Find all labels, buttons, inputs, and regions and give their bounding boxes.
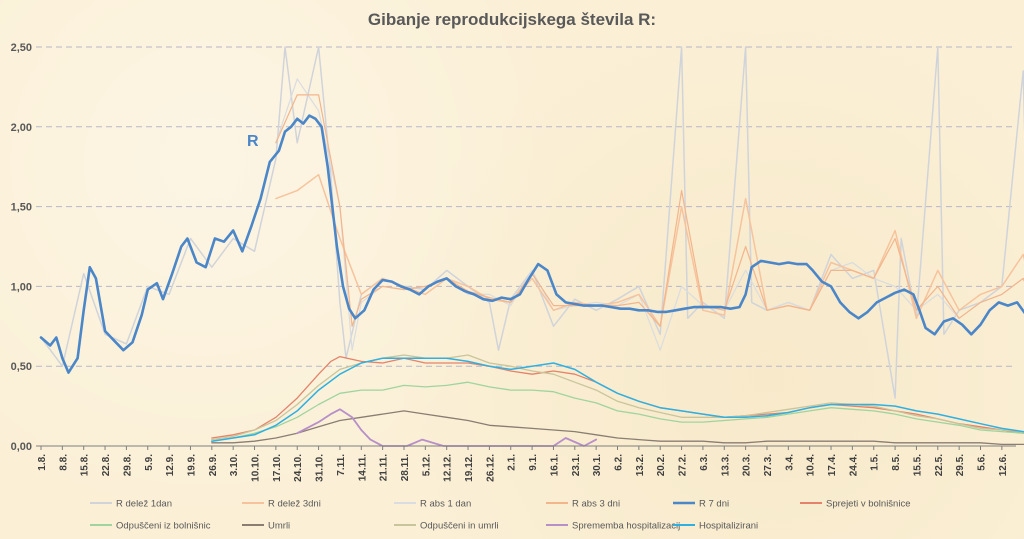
x-tick-label: 5.6. [976,454,987,471]
legend-entry: Odpuščeni in umrli [420,521,499,532]
y-tick-label: 2,50 [11,42,32,54]
legend-entry: R delež 1dan [116,499,172,510]
x-tick-label: 12.12. [443,454,454,482]
x-tick-label: 10.10. [251,454,262,482]
x-tick-label: 23.1. [571,454,582,476]
x-tick-label: 5.12. [421,454,432,476]
x-tick-label: 31.10. [315,454,326,482]
series-line-r-abs-3-dni [275,94,1024,327]
x-tick-label: 27.3. [763,454,774,476]
x-tick-label: 3.4. [784,454,795,471]
y-tick-label: 1,00 [11,281,32,293]
x-tick-label: 30.1. [592,454,603,476]
x-tick-label: 17.10. [272,454,283,482]
x-tick-label: 13.2. [635,454,646,476]
y-tick-label: 2,00 [11,122,32,134]
gridlines [36,46,1016,447]
series-line-r-dele-1dan [40,46,1024,399]
x-tick-label: 1.5. [870,454,881,471]
x-tick-label: 12.6. [998,454,1009,476]
x-tick-label: 10.4. [806,454,817,476]
x-tick-label: 28.11. [400,454,411,481]
series-line-sprememba-hospitalizacij [296,408,598,447]
legend-entry: Sprememba hospitalizacij [572,521,680,532]
r-annotation: R [247,133,259,150]
x-tick-label: 3.10. [229,454,240,476]
x-tick-label: 6.2. [614,454,625,471]
x-tick-label: 26.9. [208,454,219,476]
x-tick-label: 8.5. [891,454,902,471]
legend-entry: R abs 1 dan [420,499,471,510]
x-tick-label: 6.3. [699,454,710,471]
series-line-umrli [211,410,1024,446]
legend-entry: R delež 3dni [268,499,321,510]
x-tick-label: 24.10. [293,454,304,482]
x-tick-label: 9.1. [528,454,539,471]
legend-entry: Sprejeti v bolnišnice [826,499,911,510]
x-tick-label: 14.11. [357,454,368,481]
y-tick-label: 0,00 [11,441,32,453]
x-tick-label: 20.2. [656,454,667,476]
x-tick-label: 19.9. [186,454,197,476]
x-tick-label: 15.5. [912,454,923,476]
x-tick-label: 8.8. [58,454,69,471]
x-tick-label: 7.11. [336,454,347,476]
x-tick-label: 15.8. [80,454,91,476]
y-tick-label: 0,50 [11,361,32,373]
series-line-odpu-eni-in-umrli [211,354,1024,441]
x-tick-label: 29.8. [122,454,133,476]
x-tick-label: 20.3. [742,454,753,476]
x-tick-label: 12.9. [165,454,176,476]
legend-entry: Umrli [268,521,290,532]
legend-entry: Odpuščeni iz bolnišnic [116,521,211,532]
x-tick-label: 21.11. [379,454,390,481]
x-tick-label: 2.1. [507,454,518,471]
series-lines [39,46,1024,447]
series-line-r-abs-1-dan [275,78,1024,351]
series-line-odpu-eni-iz-bolni-nic [211,381,1024,442]
x-tick-label: 26.12. [485,454,496,482]
legend: R delež 1dan R delež 3dni R abs 1 dan R abs… [90,499,911,532]
series-line-hospitalizirani [211,357,1024,442]
legend-entry: Hospitalizirani [699,521,758,532]
x-tick-label: 27.2. [678,454,689,476]
legend-entry: R 7 dni [699,499,729,510]
x-tick-label: 22.5. [934,454,945,476]
x-tick-label: 29.5. [955,454,966,476]
y-axis: 0,00 0,50 1,00 1,50 2,00 2,50 [11,42,32,453]
x-tick-label: 19.12. [464,454,475,482]
x-tick-label: 24.4. [848,454,859,476]
y-tick-label: 1,50 [11,202,32,214]
series-line-r-7-dni [39,114,1024,374]
x-tick-label: 22.8. [101,454,112,476]
x-tick-label: 1.8. [37,454,48,471]
x-tick-label: 16.1. [549,454,560,476]
x-tick-label: 13.3. [720,454,731,476]
x-tick-label: 17.4. [827,454,838,476]
chart-title: Gibanje reprodukcijskega števila R: [368,10,656,29]
x-axis: 1.8. 8.8. 15.8. 22.8. 29.8. 5.9. 12.9. 19.9. 26.… [36,445,1016,482]
legend-entry: R abs 3 dni [572,499,620,510]
x-tick-label: 5.9. [144,454,155,471]
